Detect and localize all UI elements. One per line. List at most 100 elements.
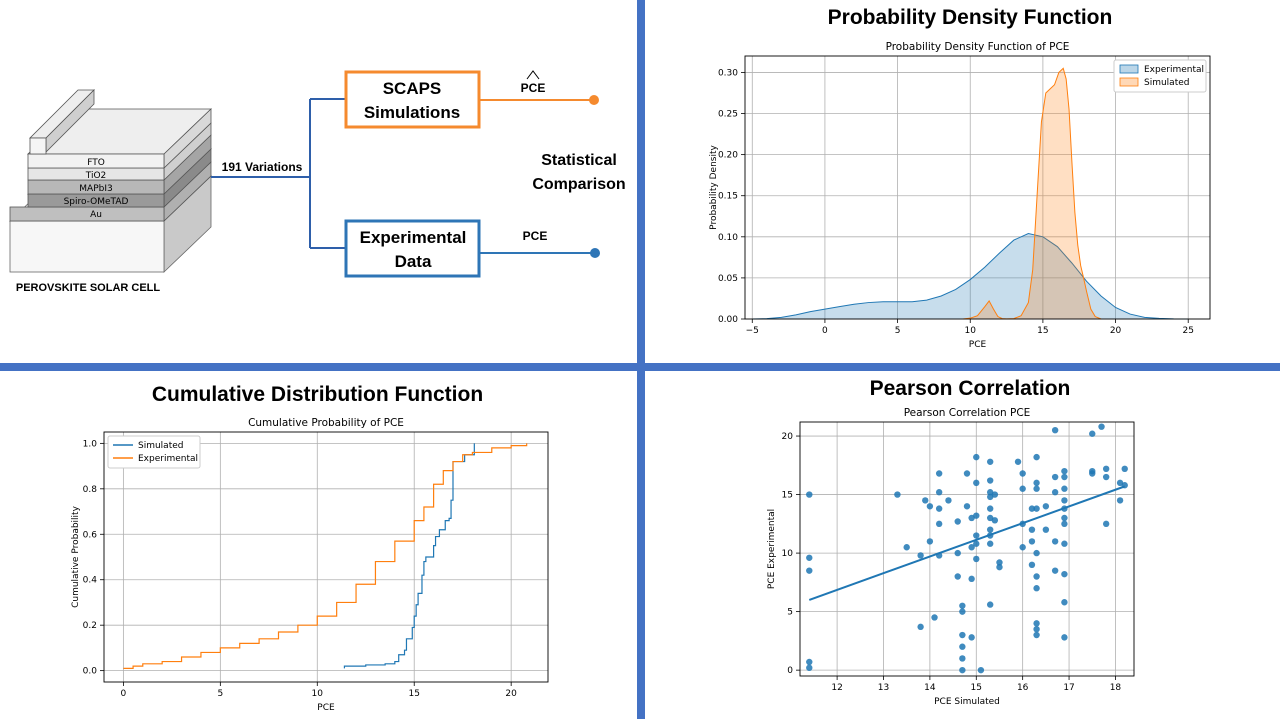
comparison-line1: Statistical — [541, 152, 617, 169]
data-point — [1028, 561, 1036, 569]
data-point — [963, 470, 971, 477]
x-tick-label: 5 — [217, 689, 223, 699]
y-tick-label: 15 — [782, 491, 793, 501]
legend-box — [1113, 59, 1207, 93]
layer-label-spiro: Spiro-OMeTAD — [64, 197, 129, 207]
y-tick-label: 0.05 — [718, 274, 738, 284]
data-point — [977, 666, 985, 674]
y-tick-label: 0.2 — [83, 621, 97, 631]
data-point — [806, 554, 813, 561]
x-tick-label: 5 — [895, 326, 901, 336]
data-point — [1033, 585, 1040, 592]
series-line-experimental — [752, 233, 1189, 320]
data-point — [1061, 473, 1068, 481]
x-tick-label: 13 — [878, 683, 889, 693]
data-point — [1089, 470, 1096, 477]
horizontal-divider — [0, 363, 1280, 371]
scaps-box — [344, 70, 481, 129]
data-point — [935, 520, 943, 528]
scaps-box-line1: SCAPS — [383, 79, 442, 98]
y-tick-label: 5 — [787, 608, 793, 618]
data-point — [1042, 503, 1050, 510]
data-point — [903, 544, 910, 551]
legend-box — [107, 435, 201, 469]
data-point — [1028, 538, 1036, 545]
data-point — [1061, 570, 1068, 578]
legend-label: Simulated — [138, 441, 183, 451]
x-tick-label: 14 — [924, 683, 936, 693]
x-tick-label: 18 — [1110, 683, 1122, 693]
data-point — [1061, 520, 1068, 528]
data-point — [1019, 485, 1026, 492]
data-point — [926, 538, 934, 545]
x-axis-label: PCE Simulated — [934, 697, 1000, 707]
y-tick-label: 0.8 — [83, 485, 98, 495]
workflow-diagram: FTO TiO2 MAPbI3 Spiro-OMeTAD Au PEROVSKI… — [9, 70, 626, 294]
data-point — [991, 517, 999, 524]
plot-frame — [744, 55, 1211, 320]
legend-label: Experimental — [1144, 65, 1204, 75]
y-axis-label: PCE Experimental — [767, 509, 777, 589]
substrate-front-face — [9, 220, 165, 273]
data-point — [986, 477, 994, 484]
x-tick-label: 10 — [965, 326, 977, 336]
series-area-experimental — [752, 233, 1189, 319]
x-axis-label: PCE — [317, 703, 335, 713]
data-point — [1051, 473, 1059, 481]
x-axis-label: PCE — [969, 340, 987, 350]
data-point — [1033, 485, 1040, 492]
y-tick-label: 10 — [782, 549, 794, 559]
x-tick-label: 25 — [1182, 326, 1193, 336]
y-tick-label: 0.0 — [83, 667, 98, 677]
y-tick-label: 0.25 — [718, 110, 738, 120]
data-point — [973, 479, 980, 487]
data-point — [973, 540, 980, 547]
data-point — [954, 549, 961, 557]
y-tick-label: 1.0 — [83, 439, 98, 449]
vertical-divider — [637, 0, 645, 719]
layer-fto — [27, 153, 165, 169]
data-point — [806, 664, 813, 672]
data-point — [1061, 467, 1068, 475]
data-point — [959, 608, 966, 615]
data-point — [1051, 538, 1059, 545]
data-point — [917, 552, 924, 559]
experimental-box — [344, 219, 481, 278]
data-point — [1033, 505, 1040, 512]
layer-label-mapbi3: MAPbI3 — [79, 184, 112, 194]
data-point — [1014, 458, 1022, 465]
data-point — [806, 567, 813, 574]
data-point — [973, 532, 980, 539]
pce-hat-label: PCE — [521, 81, 546, 95]
data-point — [1033, 453, 1040, 461]
data-point — [922, 497, 929, 504]
data-point — [1033, 573, 1040, 580]
data-point — [945, 497, 952, 504]
x-tick-label: 16 — [1017, 683, 1029, 693]
cdf-heading: Cumulative Distribution Function — [151, 383, 484, 406]
data-point — [986, 540, 994, 547]
contact-front-face — [29, 137, 47, 155]
x-tick-label: 17 — [1063, 683, 1074, 693]
data-point — [931, 614, 938, 621]
y-tick-label: 0.15 — [718, 192, 738, 202]
y-tick-label: 0.10 — [718, 233, 738, 243]
data-point — [926, 503, 934, 510]
data-point — [968, 634, 975, 641]
y-tick-label: 0.00 — [718, 315, 738, 325]
pce-label: PCE — [523, 229, 548, 243]
pdf-heading: Probability Density Function — [827, 6, 1113, 29]
data-point — [959, 602, 966, 609]
data-point — [1019, 544, 1026, 551]
cell-label: PEROVSKITE SOLAR CELL — [16, 282, 161, 294]
data-point — [968, 575, 975, 583]
variations-label: 191 Variations — [222, 160, 303, 174]
data-point — [1098, 423, 1105, 430]
x-tick-label: 20 — [505, 689, 517, 699]
data-point — [1033, 625, 1040, 633]
y-tick-label: 0 — [787, 666, 793, 676]
pearson-heading: Pearson Correlation — [869, 377, 1071, 400]
data-point — [1061, 599, 1068, 606]
data-point — [986, 601, 994, 608]
data-point — [1051, 426, 1059, 434]
